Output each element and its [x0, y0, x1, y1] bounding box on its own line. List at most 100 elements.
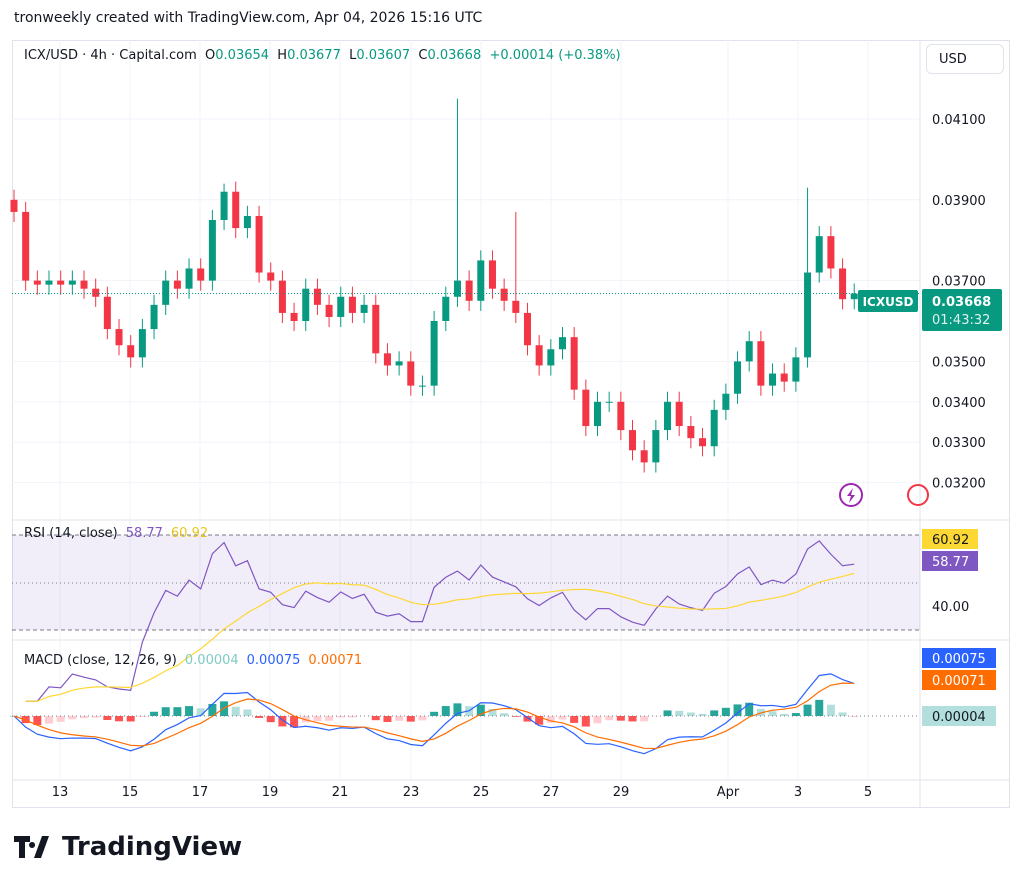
macd-histogram-bar [593, 716, 602, 724]
rsi-tag-text: 58.77 [932, 555, 969, 570]
hist-tag [922, 706, 996, 726]
symbol-tag [858, 290, 918, 312]
candle-body [675, 401, 683, 427]
candle-body [45, 280, 53, 285]
calendar-globe-icon [907, 484, 929, 506]
macd-histogram-bar [826, 704, 835, 716]
macd-histogram-bar [255, 716, 264, 718]
candle-body [57, 280, 65, 285]
close-label: C [418, 48, 428, 63]
low-value: 0.03607 [356, 48, 411, 63]
date-tick-label: 15 [122, 785, 139, 800]
high-value: 0.03677 [287, 48, 341, 63]
macd-histogram-bar [138, 716, 147, 717]
macd-histogram-bar [185, 706, 194, 716]
candle-body [488, 260, 496, 289]
macd-histogram-bar [523, 716, 532, 722]
macd-histogram-bar [430, 711, 439, 716]
macd-histogram-bar [91, 716, 100, 718]
candle-body [220, 191, 228, 220]
candle-body [255, 215, 263, 273]
macd-histogram-bar [208, 703, 217, 716]
candle-body [512, 300, 520, 313]
macd-histogram-bar [476, 704, 485, 716]
macd-histogram-bar [441, 706, 450, 716]
macd-histogram-bar [558, 716, 567, 720]
candle-body [453, 280, 461, 297]
candle-body [780, 373, 788, 382]
macd-histogram-bar [290, 716, 299, 728]
macd-histogram-bar [640, 716, 649, 722]
macd-label[interactable]: MACD (close, 12, 26, 9) [24, 653, 177, 668]
candle-body [535, 345, 543, 366]
candle-body [430, 321, 438, 386]
date-tick-label: 27 [543, 785, 560, 800]
candle-body [173, 280, 181, 289]
candle-body [162, 280, 170, 305]
macd-histogram-bar [103, 716, 112, 720]
candle-body [33, 280, 41, 285]
macd-histogram-bar [745, 702, 754, 716]
candle-body [640, 450, 648, 463]
rsi-ma-value: 60.92 [170, 526, 209, 541]
candle-body [127, 345, 135, 358]
macd-histogram-bar [161, 707, 170, 716]
macd-histogram-bar [768, 711, 777, 716]
candle-body [804, 272, 812, 358]
open-label: O [205, 48, 216, 63]
macd-histogram-bar [698, 713, 707, 716]
macd-histogram-bar [173, 707, 182, 716]
macd-histogram-bar [500, 713, 509, 716]
rsi-label[interactable]: RSI (14, close) [24, 526, 118, 541]
macd-histogram-bar [511, 716, 520, 717]
candle-body [722, 393, 730, 410]
rsi-legend: RSI (14, close) 58.77 60.92 [24, 526, 208, 541]
candle-body [395, 361, 403, 366]
date-tick-label: 23 [403, 785, 420, 800]
candle-body [243, 215, 251, 229]
candle-body [267, 272, 275, 281]
currency-button[interactable]: USD [926, 44, 1004, 74]
tradingview-logo[interactable]: TradingView [14, 832, 242, 862]
rsi-value: 58.77 [125, 526, 163, 541]
macd-histogram-bar [733, 704, 742, 716]
macd-signal-value: 0.00071 [308, 653, 363, 668]
candle-body [745, 341, 753, 362]
date-tick-label: 29 [613, 785, 630, 800]
macd-histogram-bar [80, 716, 89, 719]
candle-body [558, 337, 566, 350]
macd-histogram-bar [278, 716, 287, 727]
macd-histogram-bar [115, 716, 124, 722]
macd-histogram-bar [33, 716, 42, 726]
candle-body [710, 409, 718, 447]
candle-body [418, 385, 426, 387]
rsi-axis-label: 40.00 [932, 600, 969, 615]
macd-value: 0.00075 [246, 653, 301, 668]
candle-body [407, 361, 415, 386]
candle-body [664, 401, 672, 431]
symbol-info[interactable]: ICX/USD · 4h · Capital.com [24, 48, 197, 63]
candle-body [302, 288, 310, 321]
macd-hist-value: 0.00004 [184, 653, 239, 668]
candle-body [10, 199, 18, 212]
macd-histogram-bar [243, 709, 252, 716]
date-tick-label: 13 [52, 785, 69, 800]
macd-histogram-bar [45, 716, 54, 724]
candle-body [594, 401, 601, 427]
macd-line [13, 673, 855, 755]
rsi-tag [922, 551, 978, 571]
candle-body [547, 349, 555, 366]
macd-histogram-bar [675, 710, 684, 716]
chart-caption: tronweekly created with TradingView.com,… [14, 10, 483, 26]
macd-histogram-bar [616, 716, 625, 721]
candle-body [792, 357, 800, 382]
candle-body [757, 341, 765, 386]
macd-histogram-bar [663, 710, 672, 716]
rsi-line [25, 540, 855, 702]
rsi-ma-tag-text: 60.92 [932, 533, 969, 548]
change-value: +0.00014 (+0.38%) [489, 48, 621, 63]
price-tick-label: 0.03500 [932, 355, 986, 370]
macd-histogram-bar [231, 706, 240, 716]
candle-body [278, 280, 286, 313]
